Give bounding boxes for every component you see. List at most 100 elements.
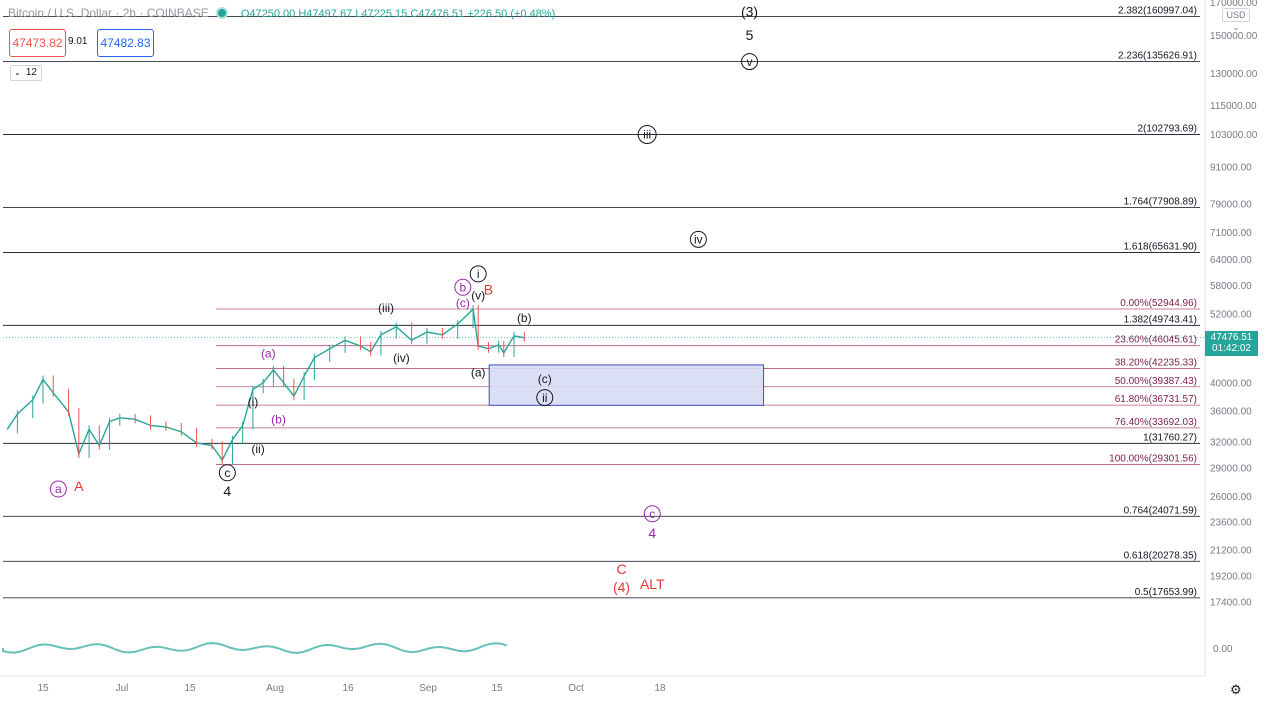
wave-label: B: [484, 281, 493, 297]
buy-button[interactable]: 47482.83: [97, 29, 154, 57]
wave-label: (v): [471, 288, 485, 302]
ohlc-high: H47497.67: [298, 8, 353, 20]
time-axis-tick: 16: [342, 683, 354, 694]
wave-label: a: [55, 482, 62, 496]
price-axis-tick: 23600.00: [1210, 517, 1252, 528]
ohlc-legend: Bitcoin / U.S. Dollar · 2h · COINBASE O4…: [8, 6, 555, 20]
wave-label: (b): [517, 311, 532, 325]
wave-label: (a): [261, 347, 276, 361]
target-zone-box: [488, 364, 765, 406]
wave-circle-icon: [454, 278, 472, 296]
wave-label: (4): [613, 579, 630, 595]
wave-label: (c): [538, 372, 552, 386]
fib-label: 1.764(77908.89): [1124, 196, 1197, 207]
time-axis-tick: 15: [37, 683, 49, 694]
fib-label: 0.618(20278.35): [1124, 550, 1197, 561]
fib-label: 2(102793.69): [1138, 124, 1198, 135]
time-axis-tick: Oct: [568, 683, 584, 694]
wave-label: (iv): [393, 351, 410, 365]
wave-label: iii: [643, 128, 651, 142]
wave-circle-icon: [637, 125, 657, 145]
ohlc-low: L47225.15: [355, 8, 408, 20]
wave-label: (3): [741, 4, 758, 20]
last-price-label: 47476.51 01:42:02: [1205, 331, 1258, 356]
fib-label: 61.80%(36731.57): [1115, 394, 1197, 405]
market-status-icon: [217, 9, 226, 17]
wave-label: 4: [223, 483, 231, 499]
time-axis-tick: 18: [654, 683, 666, 694]
price-axis-tick: 71000.00: [1210, 228, 1252, 239]
time-axis-tick: 15: [491, 683, 503, 694]
wave-label: ii: [542, 391, 547, 405]
wave-label: (iii): [378, 301, 394, 315]
fib-label: 23.60%(46045.61): [1115, 335, 1197, 346]
fib-label: 1(31760.27): [1143, 432, 1197, 443]
fib-label: 50.00%(39387.43): [1115, 376, 1197, 387]
price-axis-tick: 170000.00: [1210, 0, 1258, 9]
price-axis-tick: 52000.00: [1210, 310, 1252, 321]
wave-circle-icon: [469, 265, 487, 283]
wave-circle-icon: [689, 230, 707, 248]
fib-label: 100.00%(29301.56): [1109, 454, 1197, 465]
price-axis-tick: 21200.00: [1210, 546, 1252, 557]
price-axis-tick: 29000.00: [1210, 463, 1252, 474]
wave-circle-icon: [218, 464, 236, 482]
price-axis-tick: 115000.00: [1210, 101, 1257, 112]
wave-label: i: [477, 267, 480, 281]
fib-label: 0.00%(52944.96): [1120, 298, 1197, 309]
quantity-value: 12: [25, 67, 37, 78]
price-axis-tick: 58000.00: [1210, 281, 1252, 292]
fib-label: 0.764(24071.59): [1124, 505, 1197, 516]
wave-label: v: [747, 55, 753, 69]
price-axis-tick: 17400.00: [1210, 598, 1252, 609]
price-axis-tick: 103000.00: [1210, 130, 1258, 141]
wave-label: b: [459, 280, 466, 294]
volume-ribbon: [2, 641, 508, 654]
chevron-down-icon: ⌄: [14, 68, 21, 77]
price-axis-tick: 26000.00: [1210, 492, 1252, 503]
fib-label: 1.618(65631.90): [1124, 241, 1197, 252]
ohlc-close: C47476.51: [410, 8, 465, 20]
wave-label: 5: [746, 27, 754, 43]
wave-label: ALT: [640, 576, 665, 592]
fib-label: 38.20%(42235.33): [1115, 357, 1197, 368]
quantity-stepper[interactable]: ⌄ 12: [10, 65, 42, 81]
time-axis-tick: Aug: [266, 683, 284, 694]
price-axis-tick: 150000.00: [1210, 31, 1258, 42]
wave-label: (c): [456, 296, 470, 310]
fib-label: 76.40%(33692.03): [1115, 417, 1197, 428]
price-axis-tick: 40000.00: [1210, 379, 1252, 390]
price-series-line: [6, 307, 525, 462]
wave-label: A: [74, 478, 84, 494]
wave-label: C: [616, 561, 626, 577]
spread-value: 9.01: [68, 36, 88, 47]
price-axis-tick: 91000.00: [1210, 163, 1252, 174]
last-price-value: 47476.51: [1210, 332, 1253, 343]
gear-icon[interactable]: ⚙: [1230, 682, 1242, 697]
wave-label: iv: [694, 233, 703, 247]
price-axis-tick: 64000.00: [1210, 255, 1252, 266]
time-axis-tick: Jul: [116, 683, 129, 694]
fib-label: 2.382(160997.04): [1118, 6, 1197, 17]
oscillator-axis-tick: 0.00: [1213, 644, 1233, 655]
price-axis-tick: 36000.00: [1210, 406, 1252, 417]
price-axis-tick: 19200.00: [1210, 572, 1252, 583]
wave-label: (i): [248, 395, 259, 409]
wave-circle-icon: [643, 505, 661, 523]
time-axis-tick: Sep: [419, 683, 437, 694]
symbol-title[interactable]: Bitcoin / U.S. Dollar · 2h · COINBASE: [8, 6, 209, 20]
price-axis-tick: 79000.00: [1210, 200, 1252, 211]
ohlc-change: +226.50 (+0.48%): [467, 8, 556, 20]
sell-button[interactable]: 47473.82: [9, 29, 66, 57]
wave-label: (ii): [251, 442, 264, 456]
currency-select[interactable]: USD ⌄: [1222, 8, 1250, 32]
wave-label: 4: [648, 525, 656, 541]
fib-label: 0.5(17653.99): [1135, 587, 1197, 598]
wave-label: c: [224, 466, 230, 480]
wave-circle-icon: [49, 480, 67, 498]
wave-label: (b): [271, 413, 286, 427]
currency-label: USD: [1226, 10, 1246, 20]
fib-label: 1.382(49743.41): [1124, 314, 1197, 325]
wave-label: (a): [471, 366, 486, 380]
